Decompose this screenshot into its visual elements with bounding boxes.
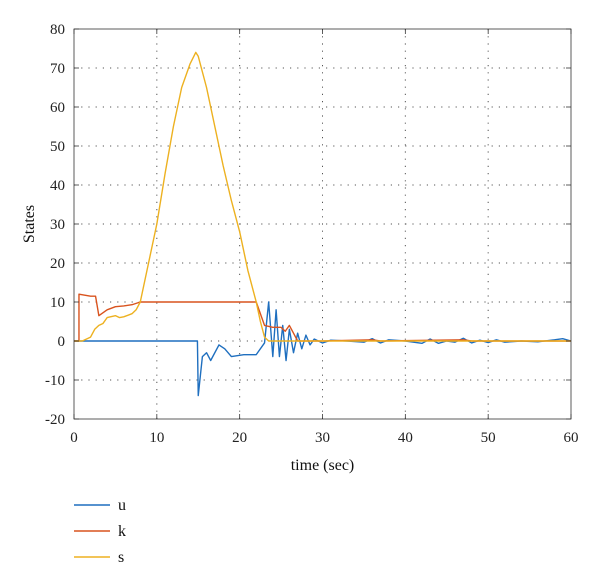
legend-label-s: s [118,549,124,566]
series-line-s [74,51,571,342]
series-line-k [74,293,571,342]
legend-label-u: u [118,497,126,514]
y-tick-label: 10 [50,295,65,311]
tick-marks [73,28,572,420]
grid-lines [74,29,571,419]
x-tick-labels: 0 10 20 30 40 50 60 [70,430,578,446]
y-tick-label: 30 [50,217,65,233]
y-tick-label: 50 [50,139,65,155]
y-tick-labels: -20 -10 0 10 20 30 40 50 60 70 80 [45,22,65,428]
x-tick-label: 0 [70,430,78,446]
legend-label-k: k [118,523,126,540]
y-tick-label: -20 [45,412,65,428]
y-tick-label: 0 [58,334,66,350]
y-tick-label: -10 [45,373,65,389]
y-tick-label: 20 [50,256,65,272]
y-tick-label: 70 [50,61,65,77]
x-tick-label: 30 [315,430,330,446]
series-layer [74,51,572,397]
y-tick-label: 60 [50,100,65,116]
x-tick-label: 20 [232,430,247,446]
x-tick-label: 50 [481,430,496,446]
x-tick-label: 10 [149,430,164,446]
y-tick-label: 80 [50,22,65,38]
x-tick-label: 40 [398,430,413,446]
y-tick-label: 40 [50,178,65,194]
series-line-u [74,301,572,397]
x-axis-label: time (sec) [291,457,355,474]
x-tick-label: 60 [564,430,579,446]
legend: uks [74,497,126,566]
y-axis-label: States [21,205,38,243]
